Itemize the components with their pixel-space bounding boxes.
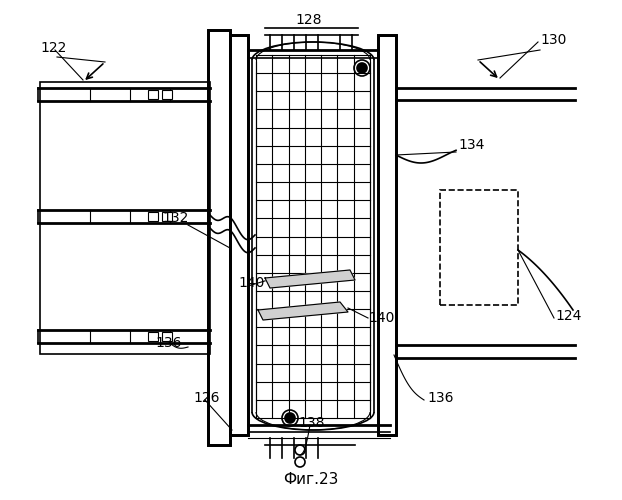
Circle shape [285,413,295,423]
Text: 138: 138 [298,416,325,430]
Bar [148,332,158,341]
Text: 130: 130 [540,33,567,47]
Text: 136: 136 [427,391,453,405]
Text: 126: 126 [193,391,220,405]
Polygon shape [258,302,348,320]
Bar [148,212,158,221]
Text: 140: 140 [368,311,394,325]
Circle shape [357,63,367,73]
Bar [148,90,158,99]
Text: 134: 134 [458,138,485,152]
Bar [162,212,172,221]
Text: 122: 122 [40,41,67,55]
Text: 132: 132 [162,211,188,225]
Bar [208,30,230,445]
Text: Фиг.23: Фиг.23 [283,472,339,488]
Text: 124: 124 [555,309,582,323]
Text: 140: 140 [238,276,264,290]
Bar [230,35,248,435]
Text: 128: 128 [295,13,322,27]
Bar [162,90,172,99]
Bar [40,82,210,354]
Bar [440,190,518,305]
Bar [378,35,396,435]
Bar [378,35,396,435]
Bar [230,35,248,435]
Polygon shape [265,270,355,288]
Text: 136: 136 [155,336,182,350]
Bar [208,30,230,445]
Bar [162,332,172,341]
